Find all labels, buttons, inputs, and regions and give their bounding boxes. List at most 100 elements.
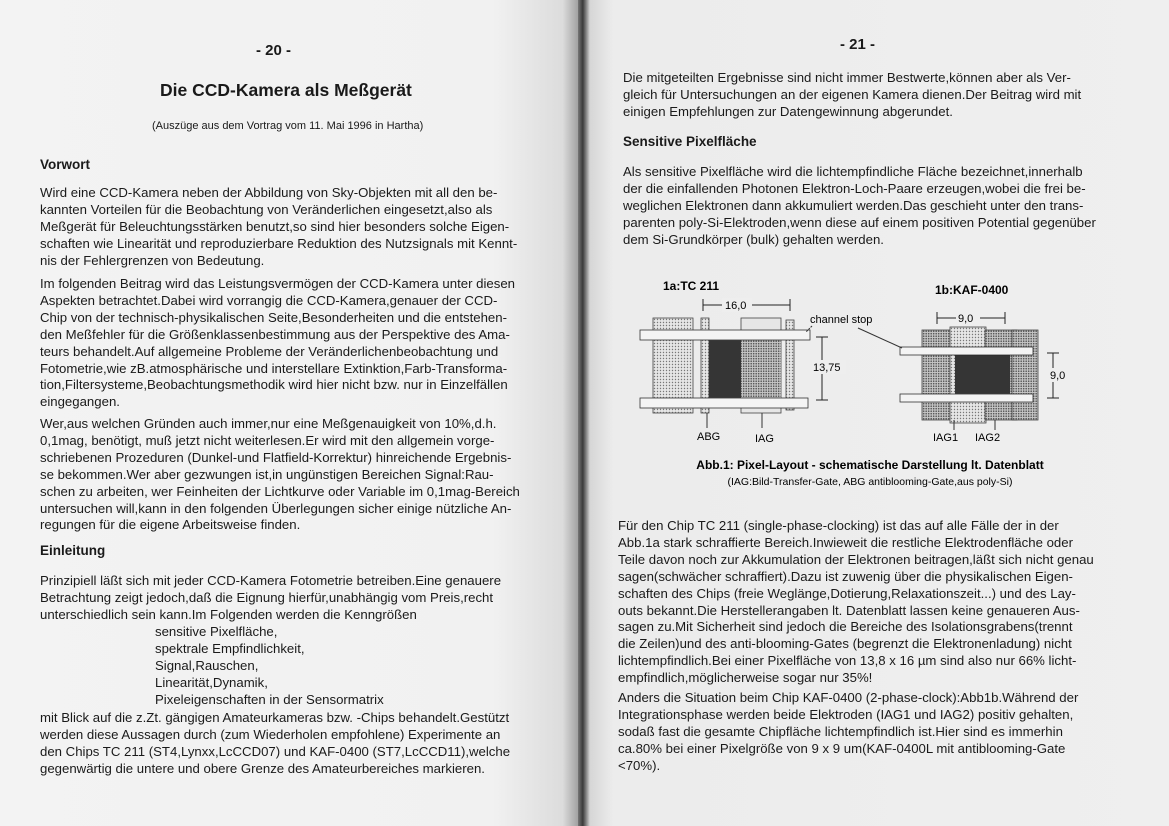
heading-einleitung: Einleitung (40, 543, 106, 558)
text-line: dem Si-Grundkörper (bulk) gehalten werde… (623, 231, 884, 247)
text-line: se bekommen.Wer aber gezwungen ist,in un… (40, 466, 494, 482)
page-number: - 21 - (840, 36, 876, 53)
text-line: lichtempfindlich.Bei einer Pixelfläche v… (618, 653, 1077, 669)
text-line: Teile davon noch zur Akkumulation der El… (618, 551, 1094, 567)
text-line: <70%). (618, 757, 661, 773)
figure-label-b: 1b:KAF-0400 (935, 283, 1009, 297)
right-page: - 21 - Die mitgeteilten Ergebnisse sind … (590, 0, 1169, 826)
text-line: den Chips TC 211 (ST4,Lynxx,LcCCD07) und… (40, 743, 511, 759)
text-line: 0,1mag, benötigt, muß jetzt nicht weiter… (40, 432, 495, 448)
text-line: Als sensitive Pixelfläche wird die licht… (623, 164, 1083, 179)
text-line: schaften wie Linearität und reproduzierb… (40, 235, 518, 251)
text-line: Betrachtung zeigt jedoch,daß die Eignung… (40, 589, 494, 605)
figure-subcaption: (IAG:Bild-Transfer-Gate, ABG antibloomin… (728, 476, 1013, 488)
text-line: Die mitgeteilten Ergebnisse sind nicht i… (623, 70, 1071, 85)
text-line: empfindlich,möglicherweise sogar nur 35%… (618, 670, 873, 686)
dimension-label: 9,0 (1050, 370, 1065, 382)
text-line: Meßgerät für Beleuchtungsstärken benutzt… (40, 218, 510, 234)
channel-stop-bar (899, 346, 1034, 356)
sensitive-area-strong (709, 340, 743, 398)
indicator-list: sensitive Pixelfläche, spektrale Empfindl… (40, 624, 384, 709)
dimension-height-b: 9,0 (1047, 352, 1072, 399)
dimension-height-a: 13,75 (812, 336, 846, 401)
paragraph: Im folgenden Beitrag wird das Leistungsv… (40, 276, 515, 411)
iag-label: IAG (755, 433, 774, 445)
figure-caption: Abb.1: Pixel-Layout - schematische Darst… (696, 458, 1043, 472)
figure-label-a: 1a:TC 211 (663, 279, 719, 293)
text-line: werden diese Aussagen durch (zum Wiederh… (40, 726, 501, 742)
text-line: mit Blick auf die z.Zt. gängigen Amateur… (40, 710, 510, 725)
text-line: ca.80% bei einer Pixelgröße von 9 x 9 um… (618, 740, 1066, 756)
sensitive-area-weak (741, 340, 781, 398)
text-line: schen zu arbeiten, wer Feinheiten der Li… (40, 483, 520, 499)
dimension-width-a: 16,0 (702, 298, 791, 312)
text-line: schaften des Chips (freie Weglänge,Dotie… (618, 585, 1076, 601)
sensitive-area (955, 355, 1010, 398)
text-line: outs bekannt.Die Herstellerangaben lt. D… (618, 602, 1080, 618)
channel-stop-bar (639, 397, 809, 409)
text-line: nis der Fehlergrenzen von Bedeutung. (40, 252, 265, 268)
text-line: Prinzipiell läßt sich mit jeder CCD-Kame… (40, 573, 502, 588)
text-line: Fotometrie,wie zB.atmosphärische und int… (40, 360, 508, 376)
text-line: regungen für die eigene Arbeitsweise fin… (40, 517, 301, 533)
abg-label: ABG (697, 431, 720, 443)
text-line: Linearität,Dynamik, (155, 674, 268, 690)
subtitle: (Auszüge aus dem Vortrag vom 11. Mai 199… (152, 120, 424, 132)
left-page: - 20 - Die CCD-Kamera als Meßgerät (Ausz… (0, 0, 580, 826)
text-line: spektrale Empfindlichkeit, (155, 640, 305, 656)
paragraph: Als sensitive Pixelfläche wird die licht… (623, 164, 1096, 249)
text-line: den Meßfehler für die Größenklassenbesti… (40, 326, 510, 342)
text-line: parenten poly-Si-Elektroden,wenn diese a… (623, 214, 1096, 230)
paragraph: mit Blick auf die z.Zt. gängigen Amateur… (40, 710, 510, 778)
paragraph: Wer,aus welchen Gründen auch immer,nur e… (40, 416, 520, 534)
book-gutter (578, 0, 590, 826)
text-line: untersuchen will,kann in den folgenden Ü… (40, 500, 512, 516)
electrode (785, 319, 795, 411)
text-line: Wer,aus welchen Gründen auch immer,nur e… (40, 416, 497, 431)
paragraph: Anders die Situation beim Chip KAF-0400 … (618, 690, 1078, 775)
text-line: kannten Vorteilen für die Beobachtung vo… (40, 201, 493, 217)
text-line: einigen Empfehlungen zur Datengewinnung … (623, 103, 953, 119)
text-line: teurs behandelt.Auf allgemeine Probleme … (40, 343, 499, 359)
electrode (921, 329, 953, 421)
text-line: Pixeleigenschaften in der Sensormatrix (155, 691, 384, 707)
text-line: Chip von der technisch-physikalischen Se… (40, 309, 507, 325)
heading-vorwort: Vorwort (40, 157, 90, 172)
text-line: unterschiedlich sein kann.Im Folgenden w… (40, 606, 417, 622)
text-line: Im folgenden Beitrag wird das Leistungsv… (40, 276, 515, 291)
text-line: sodaß fast die gesamte Chipfläche lichte… (618, 723, 1063, 739)
text-line: gleich für Untersuchungen an der eigenen… (623, 86, 1082, 102)
text-line: sagen zu.Mit Sicherheit sind jedoch die … (618, 619, 1073, 635)
text-line: tion,Filtersysteme,Beobachtungsmethodik … (40, 377, 508, 393)
paragraph: Prinzipiell läßt sich mit jeder CCD-Kame… (40, 573, 501, 624)
text-line: die Zeilen)und des anti-blooming-Gates (… (618, 636, 1072, 652)
pixel-layout-figure: 1a:TC 211 16,0 channel stop 13,75 ABG IA… (639, 279, 1072, 488)
text-line: eingegangen. (40, 394, 120, 410)
text-line: gegenwärtig die untere und obere Grenze … (40, 760, 485, 776)
iag1-label: IAG1 (933, 432, 958, 444)
text-line: sensitive Pixelfläche, (155, 624, 278, 639)
text-line: Aspekten betrachtet.Dabei wird vorrangig… (40, 292, 498, 308)
channel-stop-label: channel stop (810, 314, 872, 326)
iag2-label: IAG2 (975, 432, 1000, 444)
electrode (1011, 329, 1039, 421)
dimension-label: 13,75 (813, 362, 841, 374)
text-line: schriebenen Prozeduren (Dunkel-und Flatf… (40, 449, 512, 465)
dimension-label: 9,0 (958, 313, 973, 325)
text-line: sagen(schwächer schraffiert).Dazu ist zu… (618, 568, 1073, 584)
dimension-label: 16,0 (725, 300, 746, 312)
text-line: der die einfallenden Photonen Elektron-L… (623, 180, 1086, 196)
paragraph: Für den Chip TC 211 (single-phase-clocki… (618, 518, 1094, 687)
dimension-width-b: 9,0 (936, 311, 1006, 325)
text-line: Abb.1a stark schraffierte Bereich.Inwiew… (618, 534, 1073, 550)
text-line: Signal,Rauschen, (155, 657, 259, 673)
page-title: Die CCD-Kamera als Meßgerät (160, 80, 412, 100)
paragraph: Die mitgeteilten Ergebnisse sind nicht i… (623, 70, 1081, 121)
text-line: Integrationsphase werden beide Elektrode… (618, 706, 1074, 722)
page-number: - 20 - (256, 42, 292, 59)
paragraph: Wird eine CCD-Kamera neben der Abbildung… (40, 185, 517, 270)
text-line: weglichen Elektronen dann akkumuliert we… (623, 197, 1084, 213)
channel-stop-bar (639, 329, 811, 341)
heading-sensitive-pixelflaeche: Sensitive Pixelfläche (623, 134, 757, 149)
channel-stop-bar (899, 393, 1034, 403)
